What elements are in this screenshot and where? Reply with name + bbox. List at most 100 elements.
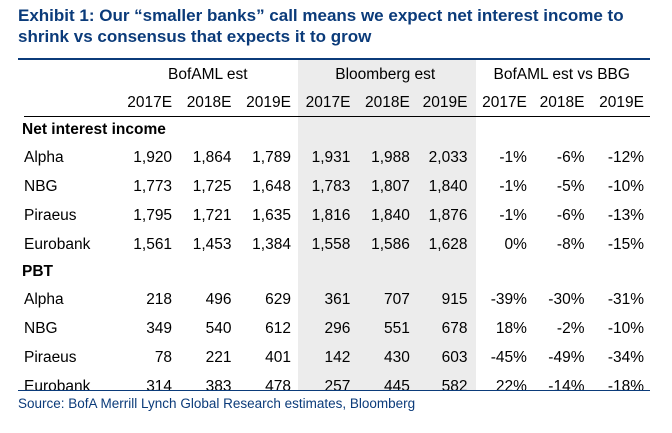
table-cell: -14%: [548, 377, 585, 395]
table-cell: -31%: [607, 290, 644, 308]
table-cell: 582: [441, 377, 468, 395]
table-row: NBG 1,773 1,725 1,648 1,783 1,807 1,840 -1% -5% -…: [18, 172, 650, 201]
bofaml-group-underline: [24, 116, 298, 117]
table-cell: 0%: [504, 235, 527, 253]
table-cell: -12%: [607, 148, 644, 166]
table-row: NBG 349 540 612 296 551 678 18% -2% -10%: [18, 314, 650, 343]
table-cell: 551: [384, 319, 410, 337]
table-cell: 1,725: [192, 177, 232, 195]
table-row: Piraeus 1,795 1,721 1,635 1,816 1,840 1,876 -1%…: [18, 201, 650, 230]
table-cell: 1,558: [311, 235, 351, 253]
bank-name: NBG: [24, 177, 58, 195]
table-cell: -1%: [499, 148, 527, 166]
bloomberg-group-underline: [298, 116, 476, 117]
table-cell: 296: [324, 319, 351, 337]
table-cell: 401: [265, 348, 291, 366]
table-cell: -13%: [607, 206, 644, 224]
table-cell: 1,807: [371, 177, 410, 195]
table-cell: 540: [205, 319, 232, 337]
table-cell: -10%: [607, 177, 644, 195]
table-cell: 1,988: [371, 148, 410, 166]
year-header: 2019E: [422, 94, 468, 111]
table-cell: 1,648: [252, 177, 291, 195]
table-cell: -5%: [556, 177, 585, 195]
table-cell: 22%: [495, 377, 527, 395]
table-cell: -30%: [548, 290, 585, 308]
table-cell: -45%: [490, 348, 527, 366]
table-row: Alpha 1,920 1,864 1,789 1,931 1,988 2,033 -1% -6…: [18, 143, 650, 172]
table-cell: 430: [384, 348, 410, 366]
table-cell: 1,561: [133, 235, 173, 253]
table-cell: 1,840: [371, 206, 410, 224]
group-header: BofAML est: [168, 65, 248, 83]
table-cell: -2%: [556, 319, 585, 337]
group-header-row: BofAML est Bloomberg est BofAML est vs B…: [18, 60, 650, 89]
table-row: Eurobank 1,561 1,453 1,384 1,558 1,586 1,628 0%…: [18, 230, 650, 259]
table-row: Alpha 218 496 629 361 707 915 -39% -30% -31%: [18, 285, 650, 314]
table-cell: -1%: [499, 206, 527, 224]
table-cell: 1,840: [428, 177, 468, 195]
section-header-row: PBT: [18, 259, 650, 285]
year-header: 2017E: [482, 94, 527, 111]
bank-name: NBG: [24, 319, 58, 337]
bloomberg-shaded-band: [298, 60, 476, 390]
table-cell: 1,635: [252, 206, 291, 224]
table-cell: 678: [441, 319, 468, 337]
exhibit-title: Exhibit 1: Our “smaller banks” call mean…: [18, 6, 624, 46]
table-cell: 1,721: [192, 206, 232, 224]
table-cell: 1,773: [133, 177, 173, 195]
year-header: 2019E: [599, 94, 644, 111]
table-cell: -6%: [556, 148, 585, 166]
source-note: Source: BofA Merrill Lynch Global Resear…: [18, 396, 416, 411]
nii-pbt-table: BofAML est Bloomberg est BofAML est vs B…: [18, 60, 650, 401]
table-cell: 361: [324, 290, 351, 308]
table-cell: -6%: [556, 206, 585, 224]
table-cell: 1,453: [192, 235, 232, 253]
section-title: PBT: [22, 263, 53, 280]
table-cell: 496: [205, 290, 232, 308]
table-cell: -1%: [499, 177, 527, 195]
bank-name: Piraeus: [24, 348, 77, 366]
table-cell: 1,876: [428, 206, 468, 224]
group-header: Bloomberg est: [335, 65, 436, 83]
diff-group-underline: [476, 116, 650, 117]
table-cell: 2,033: [428, 148, 468, 166]
year-header: 2017E: [127, 94, 173, 111]
table-cell: 18%: [495, 319, 527, 337]
table-cell: 915: [441, 290, 468, 308]
table-cell: 707: [384, 290, 410, 308]
table-cell: -8%: [556, 235, 585, 253]
table-cell: 349: [146, 319, 173, 337]
table-cell: 1,931: [311, 148, 351, 166]
table-cell: -15%: [607, 235, 644, 253]
bank-name: Eurobank: [24, 235, 91, 253]
table-cell: -49%: [548, 348, 585, 366]
year-header: 2018E: [186, 94, 232, 111]
table-row: Piraeus 78 221 401 142 430 603 -45% -49% -34%: [18, 343, 650, 372]
table-cell: 1,586: [371, 235, 410, 253]
table-cell: 1,384: [252, 235, 291, 253]
table-cell: 1,795: [133, 206, 173, 224]
table-cell: 1,628: [428, 235, 468, 253]
year-header: 2018E: [365, 94, 410, 111]
table-cell: 1,816: [311, 206, 351, 224]
table-cell: 612: [265, 319, 291, 337]
table-cell: 78: [154, 348, 173, 366]
section-header-row: Net interest income: [18, 117, 650, 143]
table-cell: 1,783: [311, 177, 351, 195]
bottom-rule: [18, 390, 650, 391]
year-header: 2017E: [305, 94, 351, 111]
table-cell: 603: [441, 348, 468, 366]
table-cell: 218: [146, 290, 173, 308]
table-cell: 1,920: [133, 148, 173, 166]
table-cell: -39%: [490, 290, 527, 308]
year-header: 2018E: [539, 94, 585, 111]
section-title: Net interest income: [22, 121, 166, 138]
bank-name: Alpha: [24, 290, 64, 308]
bank-name: Alpha: [24, 148, 64, 166]
table-cell: 1,864: [192, 148, 232, 166]
table-cell: 221: [205, 348, 232, 366]
bank-name: Piraeus: [24, 206, 77, 224]
table-cell: -18%: [607, 377, 644, 395]
year-header-row: 2017E 2018E 2019E 2017E 2018E 2019E 2017…: [18, 89, 650, 117]
